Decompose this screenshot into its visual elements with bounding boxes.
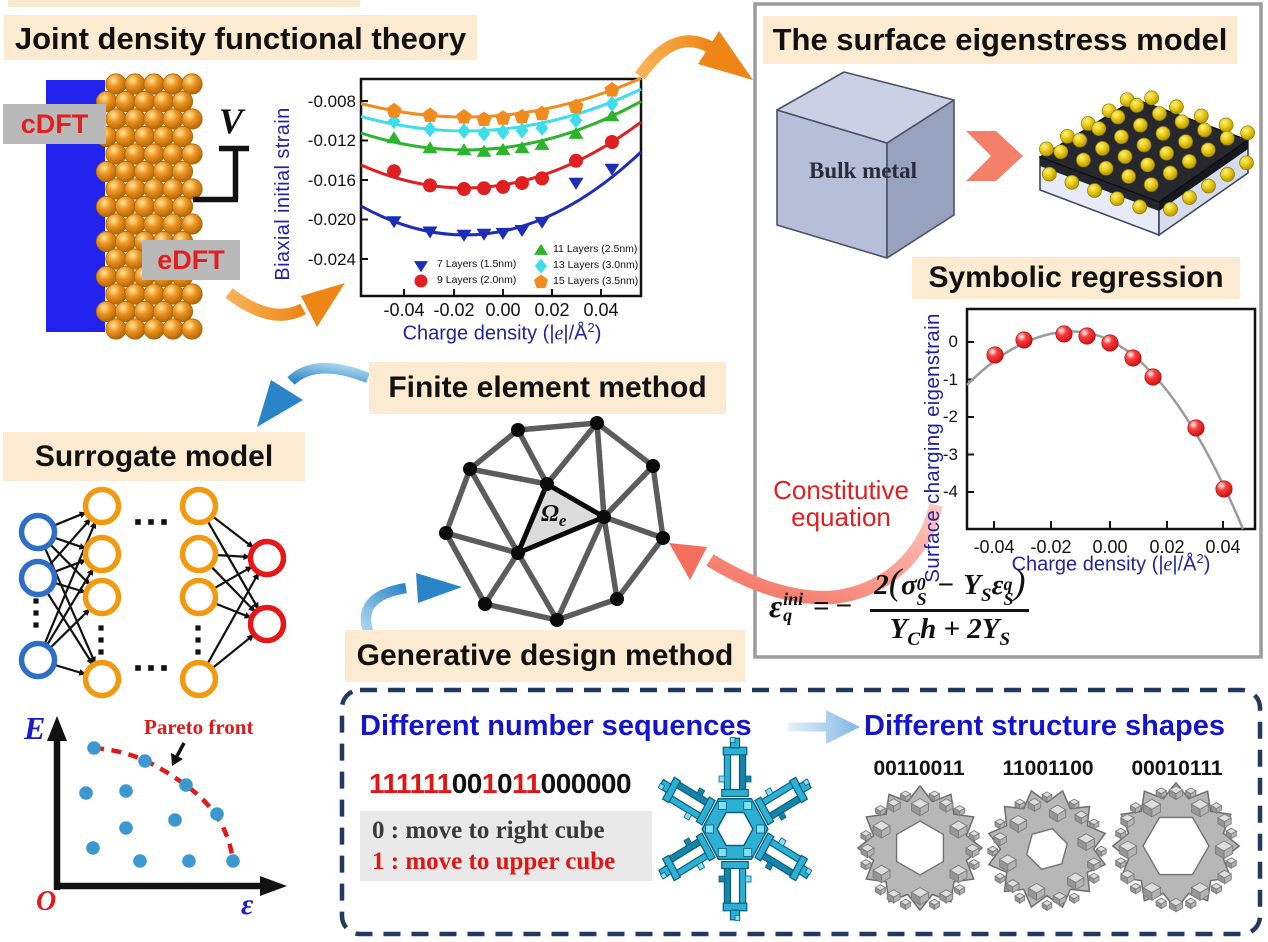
- svg-text:Bulk metal: Bulk metal: [809, 158, 917, 183]
- svg-text:Ωe: Ωe: [541, 501, 567, 530]
